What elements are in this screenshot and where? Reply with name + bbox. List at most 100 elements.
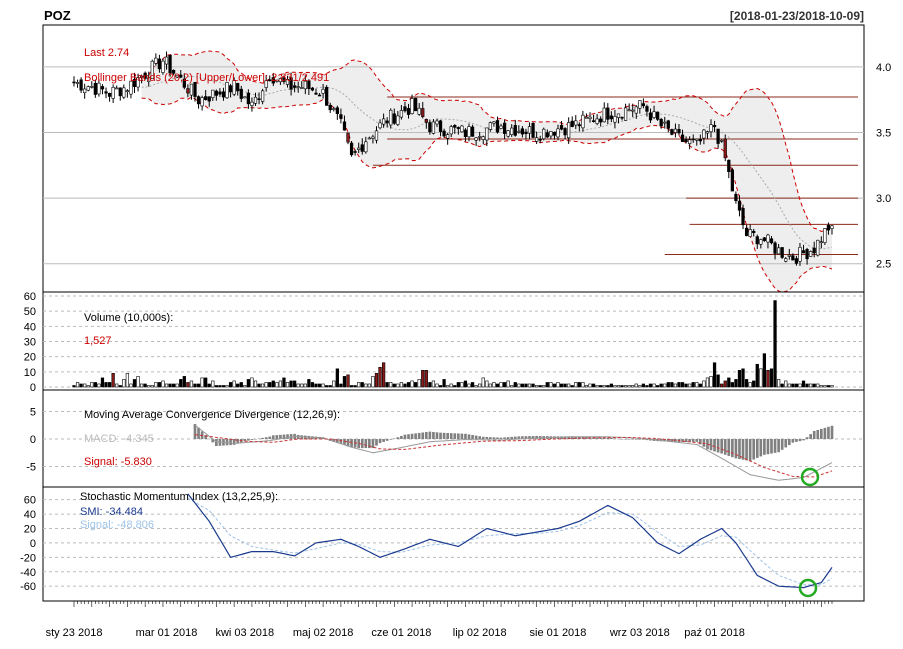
volume-bar [189, 380, 194, 388]
candle-body [193, 81, 197, 97]
candle-body [115, 87, 119, 90]
volume-bar [282, 377, 286, 388]
macd-histogram-bar [492, 437, 496, 439]
candle-body [268, 79, 272, 82]
volume-bar [179, 379, 183, 388]
smi-y-tick-label: -20 [20, 552, 36, 564]
macd-histogram-bar [802, 439, 805, 441]
candle-body [695, 138, 699, 141]
candle-body [257, 98, 261, 100]
candle-body [670, 129, 674, 135]
volume-bar [734, 379, 738, 388]
volume-bar [460, 382, 464, 388]
candle-body [485, 127, 489, 141]
macd-histogram-bar [670, 439, 674, 442]
macd-signal-value-label: Signal: -5.830 [84, 456, 152, 468]
volume-bar [652, 383, 656, 388]
macd-histogram-bar [602, 437, 606, 439]
candle-body [104, 91, 108, 94]
macd-histogram-bar [684, 439, 688, 442]
candle-body [812, 247, 816, 254]
candle-body [776, 247, 781, 255]
volume-bar [641, 383, 646, 388]
macd-histogram-bar [606, 437, 610, 439]
volume-bar [563, 383, 567, 388]
volume-bar [588, 383, 592, 388]
volume-bar [421, 370, 425, 388]
candle-body [264, 80, 268, 88]
candle-body [791, 255, 795, 261]
candle-body [442, 130, 446, 137]
macd-histogram-bar [787, 439, 791, 446]
volume-bar [737, 370, 742, 388]
candle-body [179, 74, 183, 78]
macd-histogram-bar [560, 436, 563, 439]
volume-bar [591, 383, 596, 388]
macd-histogram-bar [688, 439, 691, 442]
candle-body [794, 258, 799, 264]
macd-histogram-bar [457, 433, 460, 439]
volume-bar [502, 382, 507, 388]
macd-histogram-bar [798, 439, 802, 442]
volume-bar [289, 380, 293, 388]
volume-bar [139, 383, 144, 388]
macd-histogram-bar [268, 436, 272, 439]
candle-body [652, 111, 656, 118]
volume-bar [470, 382, 475, 388]
candle-body [663, 121, 667, 124]
candle-body [438, 120, 443, 132]
volume-bar [702, 380, 706, 388]
macd-histogram-bar [702, 439, 706, 447]
volume-bar [752, 380, 756, 388]
macd-histogram-bar [197, 427, 200, 439]
volume-bar [186, 382, 190, 388]
candle-body [510, 127, 514, 135]
macd-histogram-bar [339, 439, 343, 444]
macd-histogram-bar [513, 436, 517, 439]
volume-bar [161, 380, 165, 388]
candle-body [524, 131, 528, 135]
volume-bar [328, 385, 332, 388]
volume-bar [759, 368, 763, 388]
candle-body [328, 104, 332, 111]
candle-body [616, 113, 621, 118]
candle-body [200, 97, 204, 107]
macd-histogram-bar [642, 439, 645, 440]
macd-histogram-bar [503, 437, 506, 439]
volume-bar [559, 383, 564, 388]
volume-bar [577, 382, 581, 388]
candle-body [175, 74, 179, 78]
macd-histogram-bar [830, 425, 834, 439]
candle-body [823, 228, 827, 243]
macd-histogram-bar [346, 439, 350, 446]
volume-bar [552, 383, 557, 388]
candle-body [349, 142, 354, 156]
volume-panel: 0 10 20 30 40 50 60 Volume (10,000s): 1,527 [24, 291, 865, 394]
candle-body [335, 107, 339, 114]
candle-body [502, 122, 507, 134]
volume-bar [132, 379, 137, 388]
volume-bar [705, 377, 710, 388]
volume-bar [791, 383, 795, 388]
candle-body [129, 80, 133, 95]
price-y-tick-label: 3.0 [876, 193, 891, 205]
volume-bar [278, 380, 283, 388]
macd-histogram-bar [382, 439, 385, 442]
candle-body [684, 139, 688, 142]
candle-body [698, 139, 702, 142]
volume-bar [826, 385, 831, 388]
volume-y-tick-label: 30 [24, 337, 36, 349]
volume-bar [360, 382, 364, 388]
candle-body [716, 128, 720, 144]
candle-body [421, 108, 425, 117]
volume-bar [271, 380, 275, 388]
candle-body [819, 241, 823, 243]
volume-y-tick-label: 50 [24, 306, 36, 318]
candle-body [342, 121, 347, 131]
candle-body [602, 107, 606, 123]
volume-bar [481, 377, 485, 388]
candle-body [150, 60, 154, 79]
volume-bar [755, 363, 759, 388]
macd-panel: -5 0 5 Moving Average Convergence Divergenc… [26, 389, 865, 488]
x-axis-tick-label: mar 01 2018 [136, 627, 198, 639]
